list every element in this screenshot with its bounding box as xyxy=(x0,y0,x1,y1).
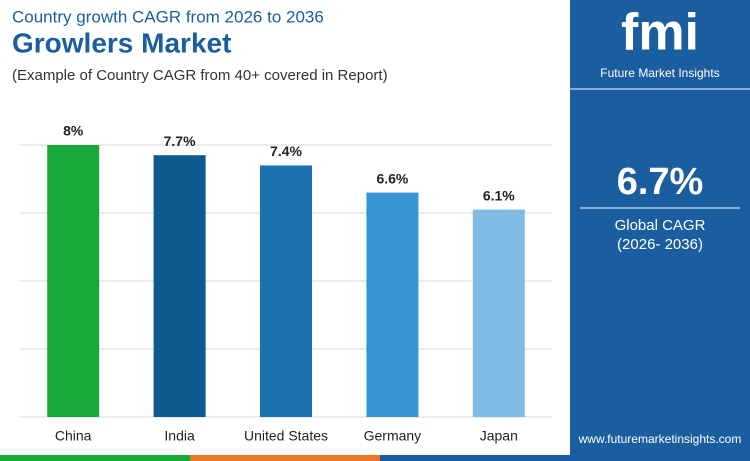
x-tick-label: India xyxy=(164,428,195,444)
sidebar-panel xyxy=(570,0,750,455)
value-label: 8% xyxy=(63,123,84,139)
logo: fmi xyxy=(621,4,699,62)
value-label: 6.6% xyxy=(376,170,408,186)
footer-strip xyxy=(190,455,380,461)
chart-title: Growlers Market xyxy=(12,27,231,58)
bar xyxy=(366,192,419,417)
x-tick-label: Japan xyxy=(480,428,518,444)
x-tick-label: United States xyxy=(244,428,328,444)
headline-period: (2026- 2036) xyxy=(617,236,703,253)
x-tick-label: Germany xyxy=(364,428,422,444)
website: www.futuremarketinsights.com xyxy=(578,432,742,446)
bar xyxy=(47,145,100,417)
bar xyxy=(153,155,206,417)
value-label: 7.7% xyxy=(164,133,196,149)
value-label: 6.1% xyxy=(483,187,515,203)
x-tick-label: China xyxy=(55,428,92,444)
bar xyxy=(472,209,525,417)
subtitle: (Example of Country CAGR from 40+ covere… xyxy=(12,67,388,84)
bar xyxy=(260,165,312,417)
footer-strip xyxy=(380,455,750,461)
headline-value: 6.7% xyxy=(617,161,704,203)
value-label: 7.4% xyxy=(270,143,302,159)
supertitle: Country growth CAGR from 2026 to 2036 xyxy=(12,7,324,26)
footer-strip xyxy=(0,455,190,461)
headline-label: Global CAGR xyxy=(615,217,706,234)
brand: Future Market Insights xyxy=(600,66,719,80)
